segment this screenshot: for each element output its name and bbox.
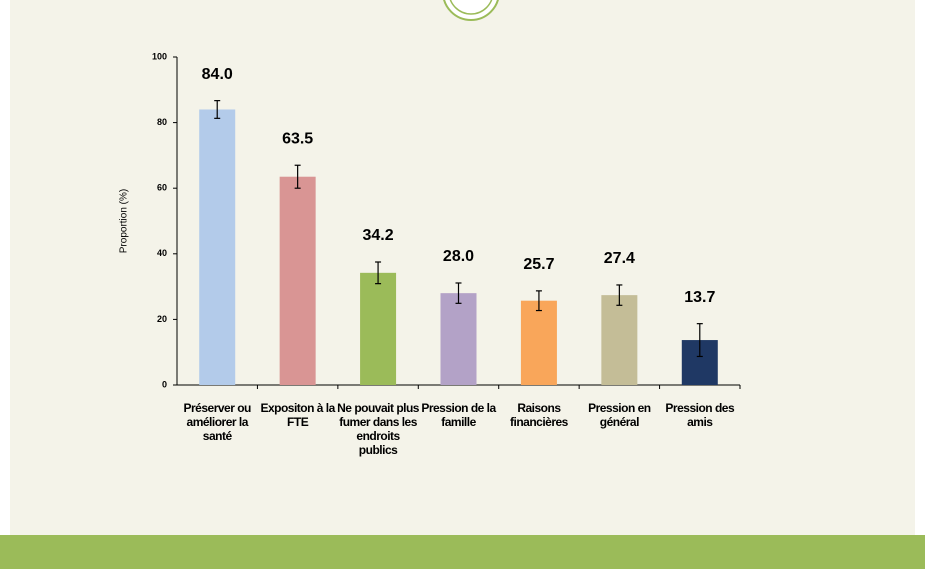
- decor-circle: [443, 0, 499, 21]
- y-tick-label: 80: [157, 117, 167, 127]
- x-tick-label: Pression de la famille: [421, 401, 496, 429]
- bar: [279, 176, 316, 385]
- value-label: 63.5: [282, 130, 313, 147]
- x-tick-label: Raisons financières: [509, 401, 568, 429]
- x-tick-label: Expositon à la FTE: [260, 401, 335, 429]
- value-label: 27.4: [604, 250, 635, 267]
- x-tick-label-box: Expositon à la FTE: [260, 401, 335, 429]
- value-label: 25.7: [523, 256, 554, 273]
- x-tick-label-box: Pression de la famille: [421, 401, 496, 429]
- x-tick-label-box: Préserver ou améliorer la santé: [183, 401, 252, 443]
- bar: [601, 295, 638, 385]
- bar: [360, 272, 397, 385]
- left-border: [0, 0, 10, 535]
- y-axis-label: Proportion (%): [119, 189, 130, 253]
- value-label: 84.0: [202, 66, 233, 83]
- y-tick-label: 20: [157, 314, 167, 324]
- x-tick-label: Pression en général: [588, 401, 651, 429]
- x-tick-label-box: Pression en général: [588, 401, 651, 429]
- x-tick-label: Pression des amis: [665, 401, 735, 429]
- bar: [199, 109, 236, 385]
- right-border: [915, 0, 925, 535]
- value-label: 28.0: [443, 248, 474, 265]
- x-tick-label-box: Pression des amis: [665, 401, 735, 429]
- footer-band: [0, 535, 925, 569]
- value-label: 13.7: [684, 289, 715, 306]
- bar: [440, 293, 477, 385]
- x-tick-label-box: Ne pouvait plus fumer dans les endroits …: [337, 401, 419, 457]
- x-tick-label-box: Raisons financières: [509, 401, 568, 429]
- y-tick-label: 60: [157, 183, 167, 193]
- y-tick-label: 0: [162, 379, 167, 389]
- y-tick-label: 40: [157, 248, 167, 258]
- value-label: 34.2: [363, 227, 394, 244]
- y-tick-label: 100: [152, 51, 167, 61]
- x-tick-label: Préserver ou améliorer la santé: [183, 401, 252, 443]
- bar: [520, 300, 557, 385]
- x-tick-label: Ne pouvait plus fumer dans les endroits …: [337, 401, 419, 457]
- decor-circle-inner: [449, 0, 493, 15]
